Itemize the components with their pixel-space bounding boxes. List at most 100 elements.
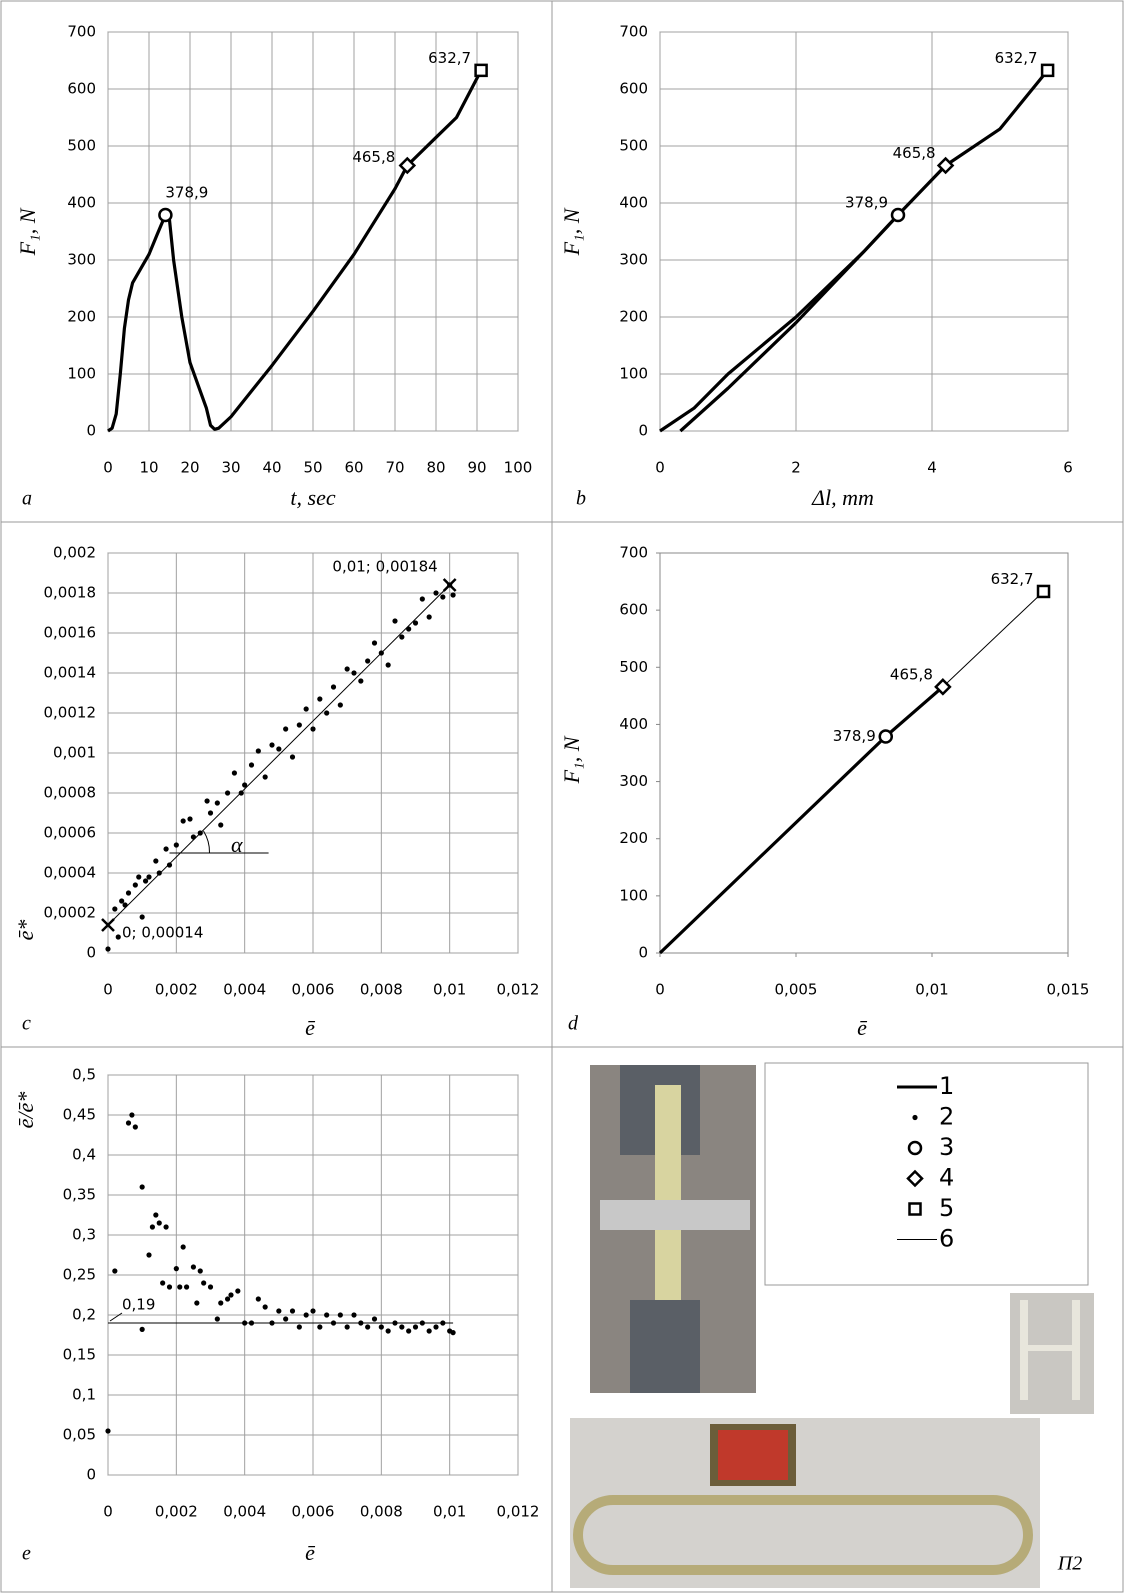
marker-dot	[330, 684, 337, 690]
value-label: 378,9	[165, 184, 208, 202]
x-tick-label: 6	[1063, 459, 1073, 477]
x-tick-label: 0,005	[775, 981, 818, 999]
y-tick-label: 100	[619, 886, 648, 904]
value-label: 465,8	[890, 665, 933, 683]
y-tick-label: 100	[67, 365, 96, 383]
marker-dot	[218, 1300, 224, 1306]
marker-dot	[112, 1268, 118, 1274]
data-line	[107, 69, 483, 433]
y-tick-label: 100	[619, 365, 648, 383]
marker-dot	[324, 1312, 330, 1318]
marker-dot	[310, 726, 316, 732]
y-tick-label: 0,45	[63, 1106, 96, 1124]
marker-dot	[317, 696, 323, 702]
marker-dot	[197, 1268, 203, 1274]
y-tick-label: 700	[619, 544, 648, 562]
marker-dot	[371, 1316, 378, 1322]
marker-dot	[433, 1324, 439, 1330]
y-tick-label: 0	[86, 944, 96, 962]
plot-area	[659, 31, 1069, 432]
marker-dot	[399, 1324, 405, 1330]
x-axis-title: ē	[305, 1540, 316, 1565]
x-tick-label: 0,006	[292, 1503, 335, 1521]
marker-dot	[129, 1112, 135, 1118]
x-tick-label: 0,002	[155, 981, 198, 999]
x-tick-label: 0	[655, 459, 665, 477]
marker-dot	[224, 790, 231, 796]
marker-dot	[228, 1292, 234, 1298]
marker-dot	[276, 746, 282, 752]
marker-dot	[310, 1308, 316, 1314]
marker-dot	[224, 1296, 231, 1302]
marker-dot	[125, 890, 132, 896]
leader	[109, 1312, 123, 1322]
marker-dot	[115, 934, 121, 940]
marker-dot	[173, 1266, 179, 1272]
marker-dot	[426, 614, 432, 620]
value-label: 378,9	[833, 727, 876, 745]
legend-label: 5	[939, 1194, 954, 1222]
legend-box	[764, 1062, 1089, 1286]
y-tick-label: 0,001	[53, 744, 96, 762]
angle-arc	[203, 830, 211, 854]
x-axis-title: t, sec	[290, 485, 335, 510]
x-tick-label: 100	[504, 459, 533, 477]
marker-dot	[283, 726, 289, 732]
marker-dot	[419, 596, 425, 602]
marker-dot	[262, 774, 268, 780]
marker-dot	[207, 810, 214, 816]
legend-symbol	[912, 1114, 918, 1121]
marker-dot	[255, 748, 261, 754]
y-tick-label: 0,1	[72, 1386, 96, 1404]
x-tick-label: 60	[344, 459, 363, 477]
marker-dot	[269, 742, 275, 748]
y-tick-label: 600	[67, 80, 96, 98]
marker-dot	[166, 1284, 173, 1290]
marker-dot	[153, 1212, 159, 1218]
y-tick-label: 0,002	[53, 544, 96, 562]
legend-symbol	[907, 1140, 923, 1156]
x-tick-label: 0	[103, 981, 113, 999]
marker-dot	[105, 1428, 111, 1434]
y-axis-title: ē/ē*	[13, 1092, 38, 1129]
line-label: 0,19	[122, 1296, 155, 1314]
value-label: 632,7	[428, 49, 471, 67]
marker-dot	[296, 722, 302, 728]
marker-dot	[156, 870, 162, 876]
x-tick-label: 0,008	[360, 1503, 403, 1521]
marker-circle	[890, 207, 906, 223]
marker-dot	[351, 1312, 357, 1318]
y-tick-label: 0,5	[72, 1066, 96, 1084]
marker-square	[1036, 584, 1051, 599]
x-tick-label: 90	[467, 459, 486, 477]
legend-label: 4	[939, 1164, 954, 1192]
marker-diamond	[398, 156, 417, 175]
x-tick-label: 30	[221, 459, 240, 477]
y-tick-label: 0,25	[63, 1266, 96, 1284]
panel-label: d	[568, 1013, 579, 1035]
marker-dot	[190, 1264, 197, 1270]
data-line	[107, 584, 451, 926]
y-tick-label: 0,0006	[44, 824, 97, 842]
x-tick-label: 20	[180, 459, 199, 477]
y-tick-label: 0,4	[72, 1146, 96, 1164]
x-tick-label: 0,004	[223, 981, 266, 999]
marker-dot	[365, 658, 371, 664]
y-tick-label: 200	[619, 829, 648, 847]
marker-dot	[146, 874, 152, 880]
marker-dot	[289, 754, 296, 760]
panel-label: c	[22, 1013, 31, 1035]
y-axis-title: F₁, N	[559, 735, 584, 784]
marker-dot	[204, 798, 210, 804]
y-tick-label: 400	[619, 194, 648, 212]
marker-dot	[173, 842, 179, 848]
marker-dot	[344, 1324, 350, 1330]
y-tick-label: 0,05	[63, 1426, 96, 1444]
y-tick-label: 600	[619, 601, 648, 619]
x-tick-label: 0,012	[497, 1503, 540, 1521]
data-line	[942, 591, 1044, 688]
x-tick-label: 40	[262, 459, 281, 477]
value-label: 465,8	[893, 144, 936, 162]
x-tick-label: 0,004	[223, 1503, 266, 1521]
